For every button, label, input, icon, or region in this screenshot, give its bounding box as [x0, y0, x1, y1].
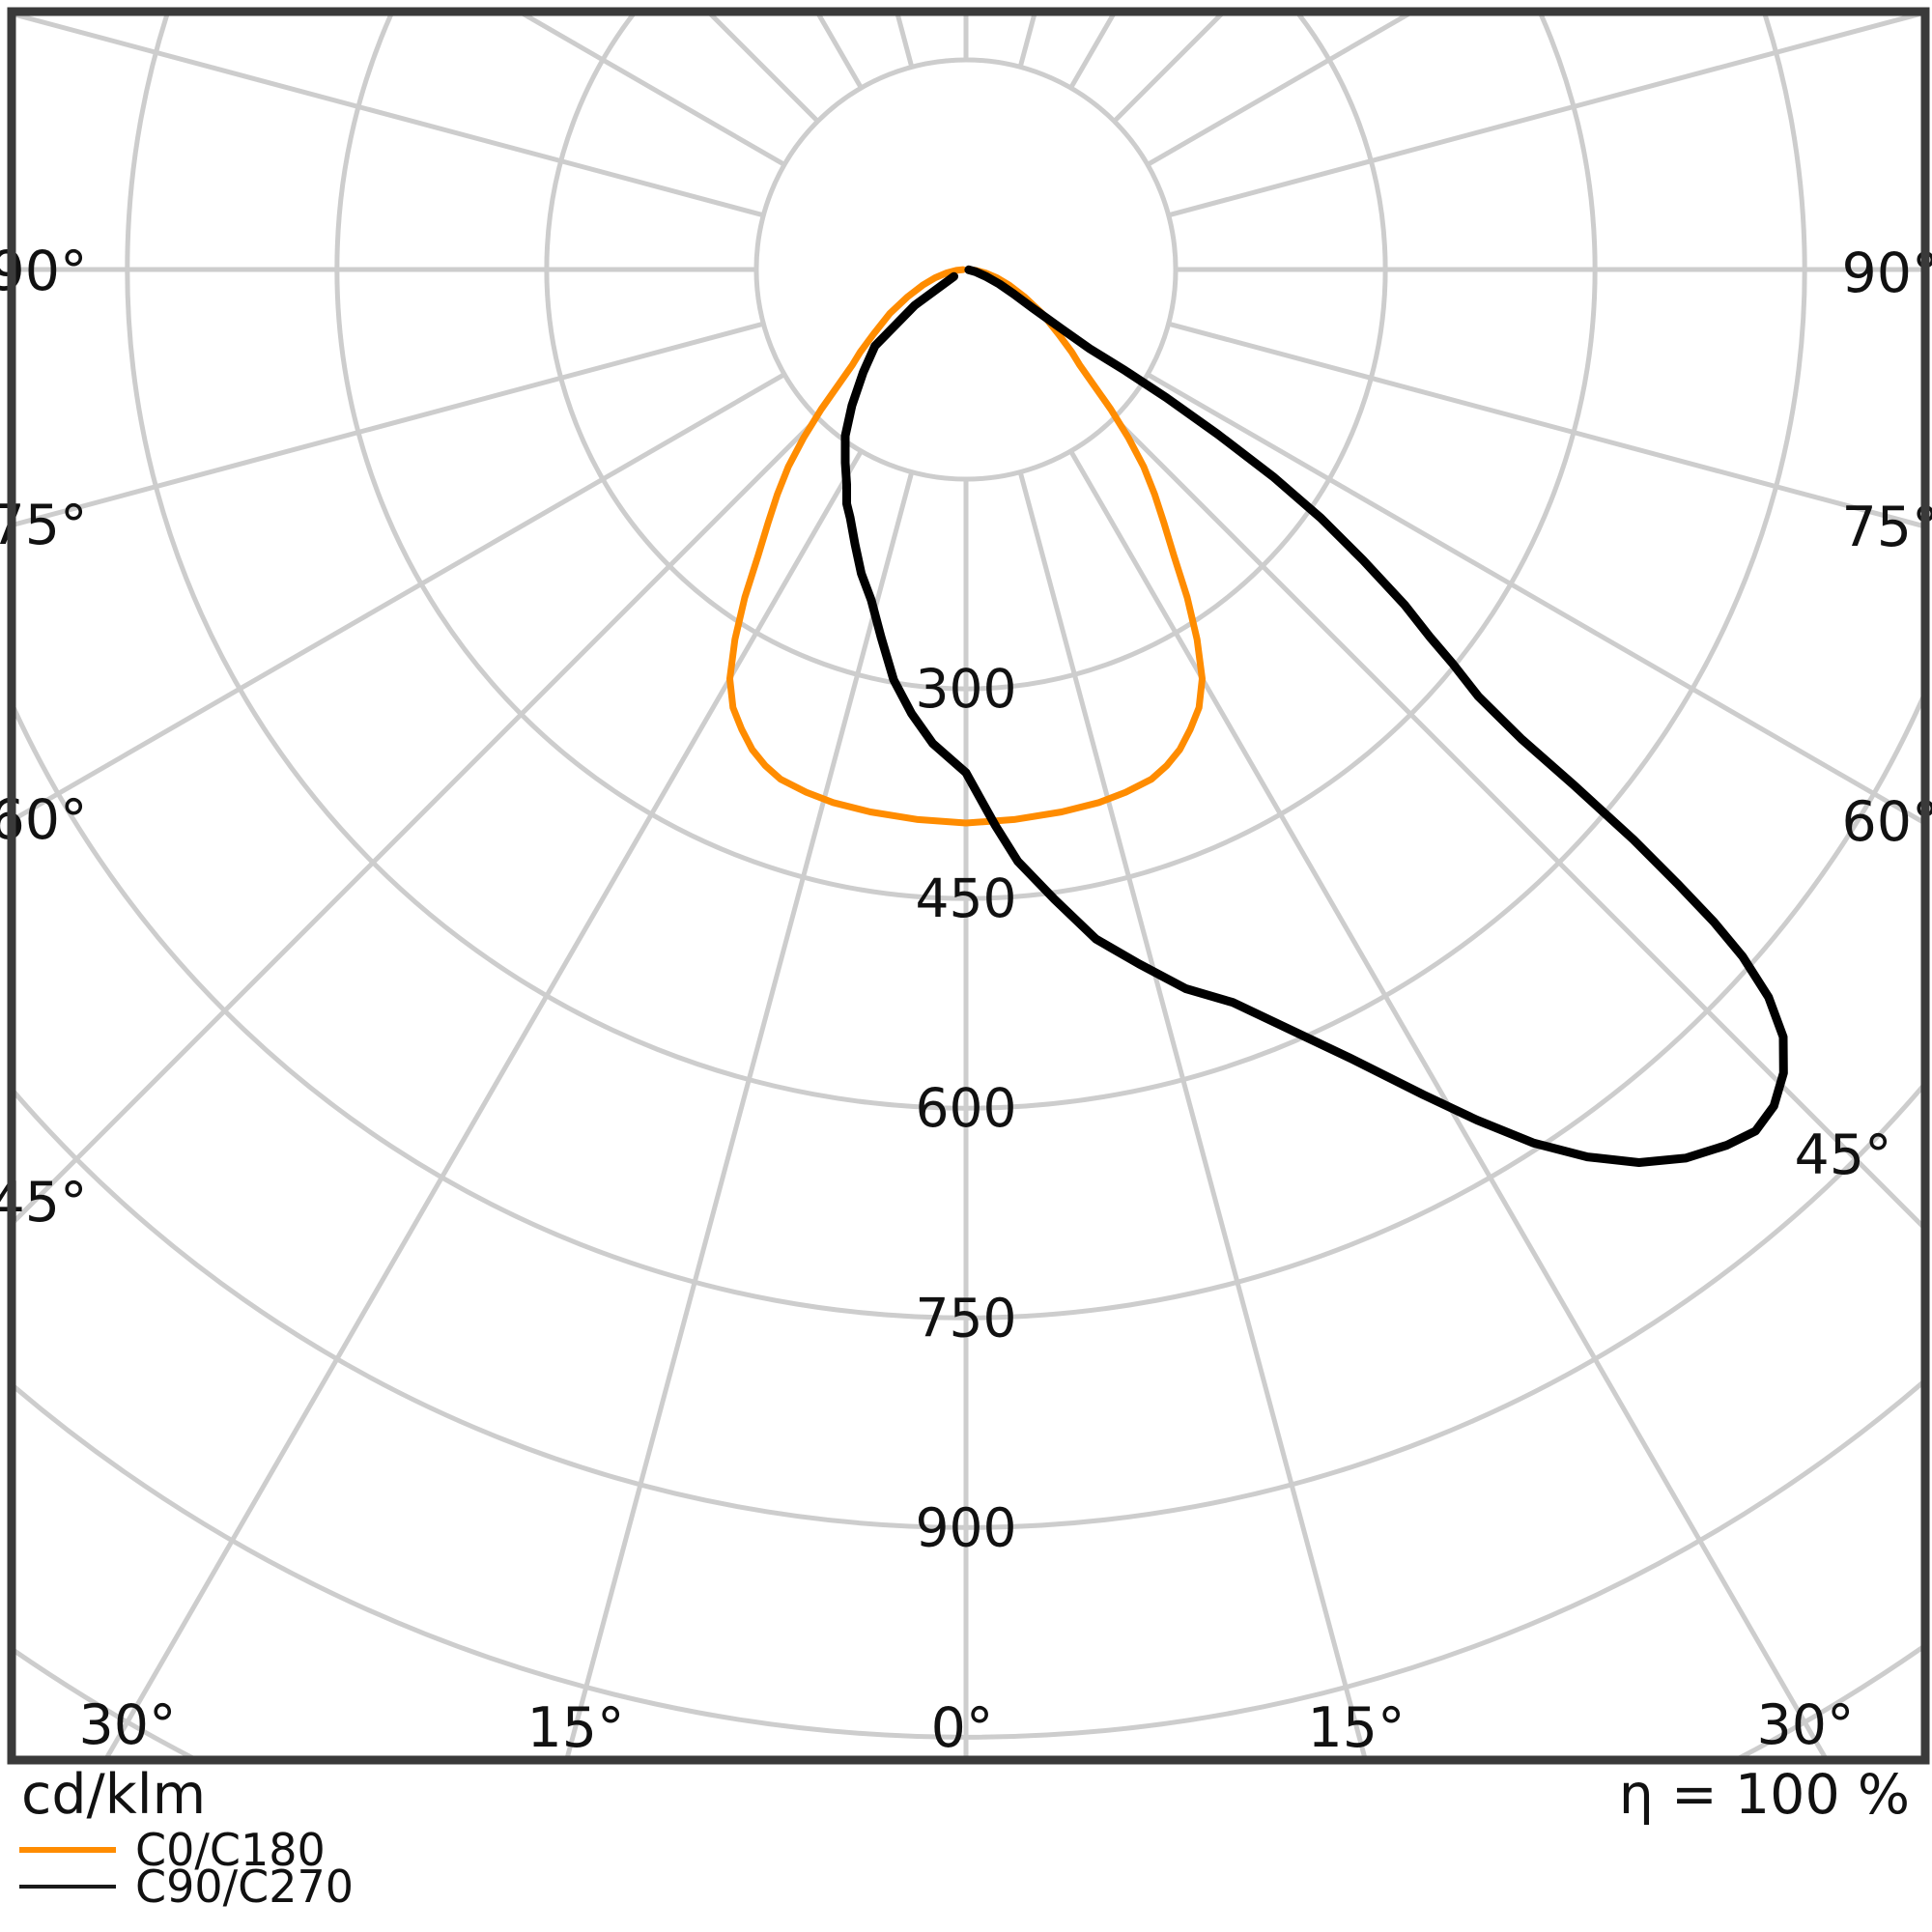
grid-spoke-120 [1146, 15, 1411, 167]
grid-spoke-315 [15, 415, 820, 1224]
efficiency-label: η = 100 % [1618, 1763, 1910, 1827]
plot-frame [7, 7, 1930, 1765]
legend-line-c0-c180-icon [19, 1847, 116, 1853]
grid-spoke-225 [708, 15, 820, 124]
angle-label-7: 45° [1794, 1123, 1891, 1187]
grid-spoke-15 [1017, 471, 1367, 1756]
grid-spoke-45 [1112, 415, 1921, 1229]
legend-line-c90-c270-icon [19, 1885, 116, 1889]
grid-spoke-135 [1112, 15, 1224, 124]
angle-label-11: 15° [1307, 1696, 1405, 1760]
grid-spoke-300 [15, 372, 786, 821]
legend-label-c0-c180: C0/C180 [135, 1824, 326, 1876]
ring-value-label-300: 300 [916, 658, 1017, 720]
grid-spoke-330 [104, 449, 864, 1756]
grid-spoke-240 [521, 15, 786, 167]
grid-spoke-285 [15, 321, 764, 527]
grid-spoke-255 [15, 15, 764, 218]
grid-spoke-75 [1168, 321, 1921, 528]
angle-label-9: 15° [526, 1696, 624, 1760]
ring-value-label-750: 750 [916, 1287, 1017, 1349]
angle-label-5: 75° [1841, 496, 1932, 559]
series-curve-c0-c180 [726, 266, 1206, 827]
radial-units-label: cd/klm [21, 1763, 207, 1827]
angle-label-10: 0° [931, 1696, 994, 1760]
ring-value-label-450: 450 [916, 867, 1017, 929]
angle-label-12: 30° [1756, 1693, 1854, 1757]
ring-value-label-600: 600 [916, 1077, 1017, 1139]
grid-spoke-30 [1068, 449, 1828, 1756]
angle-label-4: 90° [1841, 242, 1932, 305]
series-curve-c90-c270 [840, 265, 1788, 1167]
angle-label-8: 30° [78, 1693, 176, 1757]
grid-spoke-60 [1146, 372, 1921, 824]
grid-spoke-345 [565, 471, 915, 1756]
grid-spoke-105 [1168, 15, 1921, 218]
legend-label-c90-c270: C90/C270 [135, 1861, 355, 1913]
ring-value-label-900: 900 [916, 1496, 1017, 1558]
angle-label-6: 60° [1841, 790, 1932, 854]
